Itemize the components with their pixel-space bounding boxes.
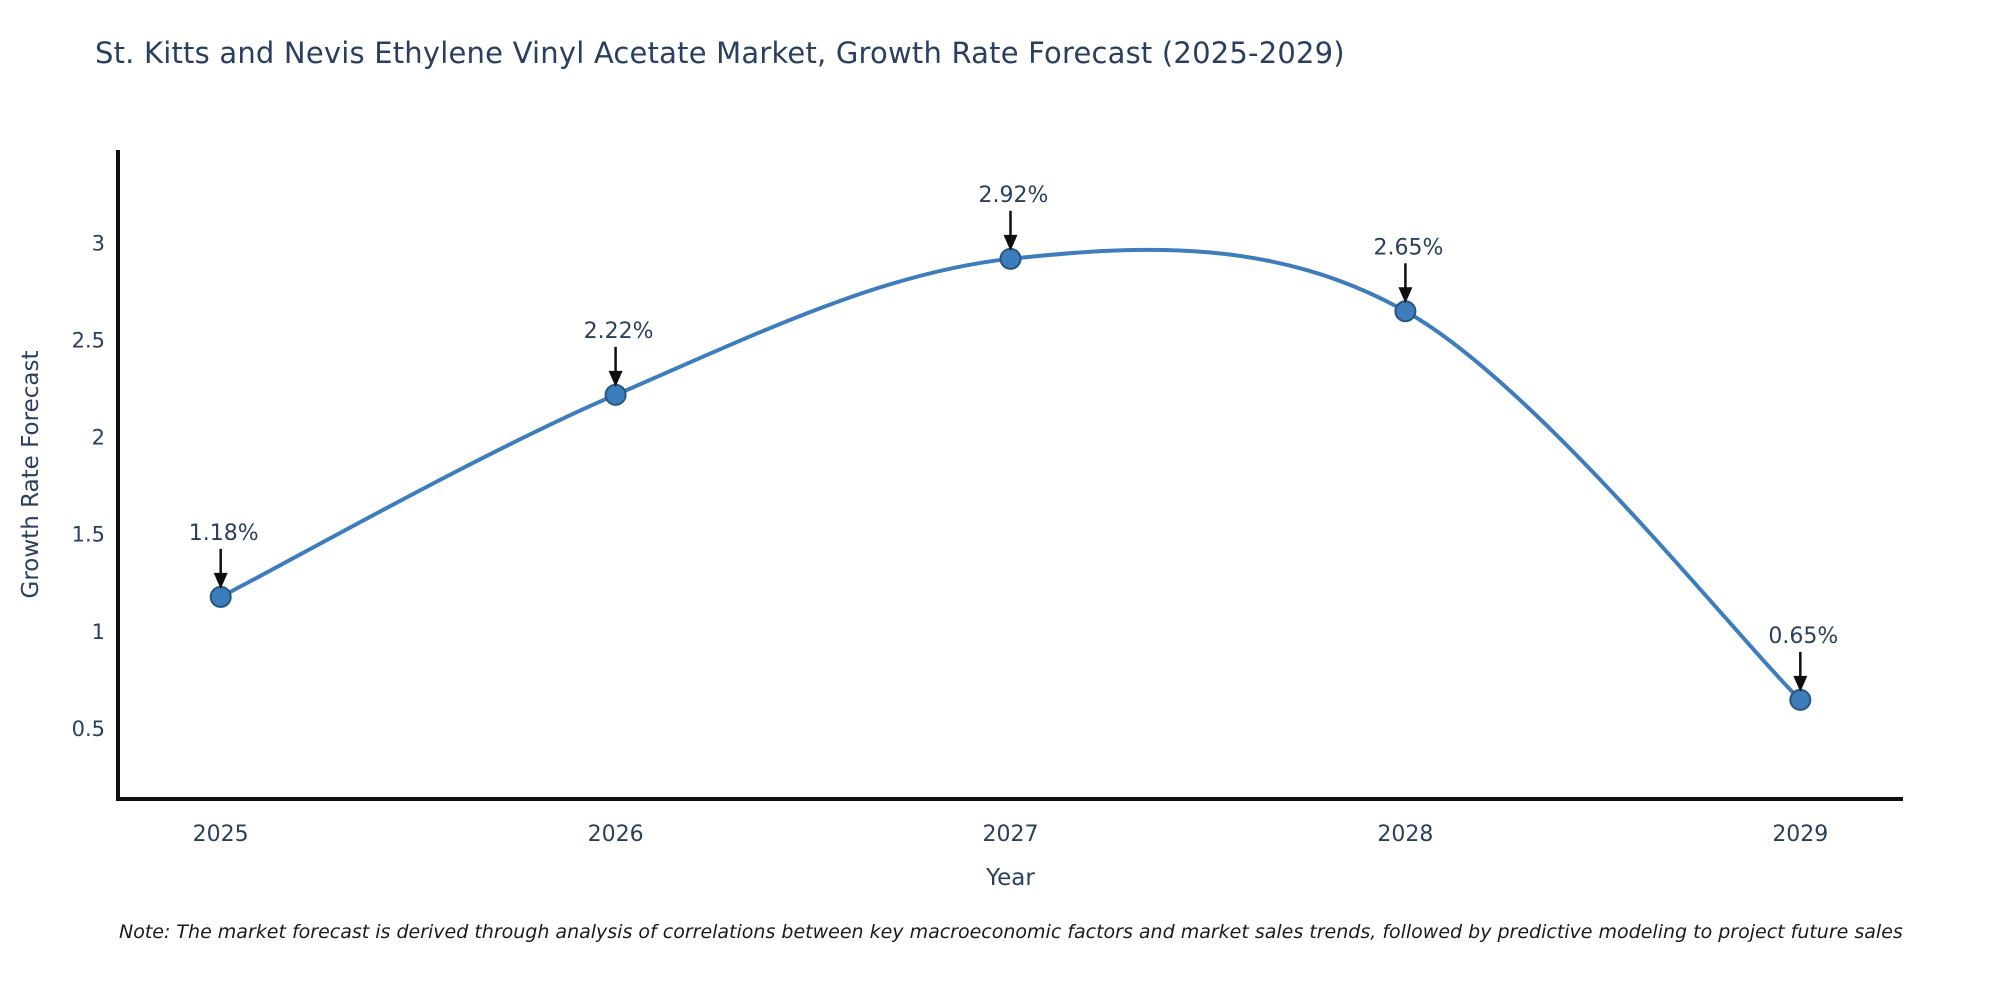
y-tick-label: 1 <box>92 620 105 644</box>
annotation-arrowhead-icon <box>1793 675 1808 692</box>
chart-title: St. Kitts and Nevis Ethylene Vinyl Aceta… <box>95 36 1345 70</box>
x-tick-label: 2029 <box>1772 822 1828 847</box>
y-tick-label: 0.5 <box>72 717 105 741</box>
annotation-arrowhead-icon <box>213 572 228 589</box>
annotation-arrowhead-icon <box>1398 287 1413 304</box>
y-tick-label: 1.5 <box>72 523 105 547</box>
y-tick-label: 3 <box>92 231 105 255</box>
x-tick-label: 2028 <box>1377 822 1433 847</box>
data-point-2025[interactable] <box>209 585 232 608</box>
annotation-label: 2.65% <box>1373 235 1443 260</box>
data-point-2026[interactable] <box>604 383 627 406</box>
data-point-2029[interactable] <box>1789 688 1812 711</box>
annotation-label: 2.92% <box>979 183 1049 208</box>
series-line <box>218 247 1803 702</box>
x-tick-label: 2027 <box>983 822 1039 847</box>
annotation-arrowhead-icon <box>608 370 623 387</box>
data-point-2027[interactable] <box>999 247 1022 270</box>
annotation-arrowhead-icon <box>1003 234 1018 251</box>
footnote: Note: The market forecast is derived thr… <box>119 921 1903 943</box>
annotation-label: 0.65% <box>1768 624 1838 649</box>
x-axis-title: Year <box>985 865 1035 891</box>
y-axis-title: Growth Rate Forecast <box>18 351 44 599</box>
annotation-label: 1.18% <box>189 521 259 546</box>
y-tick-label: 2 <box>92 426 105 450</box>
annotation-label: 2.22% <box>584 319 654 344</box>
y-tick-label: 2.5 <box>72 328 105 352</box>
x-tick-label: 2026 <box>588 822 644 847</box>
data-point-2028[interactable] <box>1394 300 1417 323</box>
x-tick-label: 2025 <box>193 822 249 847</box>
